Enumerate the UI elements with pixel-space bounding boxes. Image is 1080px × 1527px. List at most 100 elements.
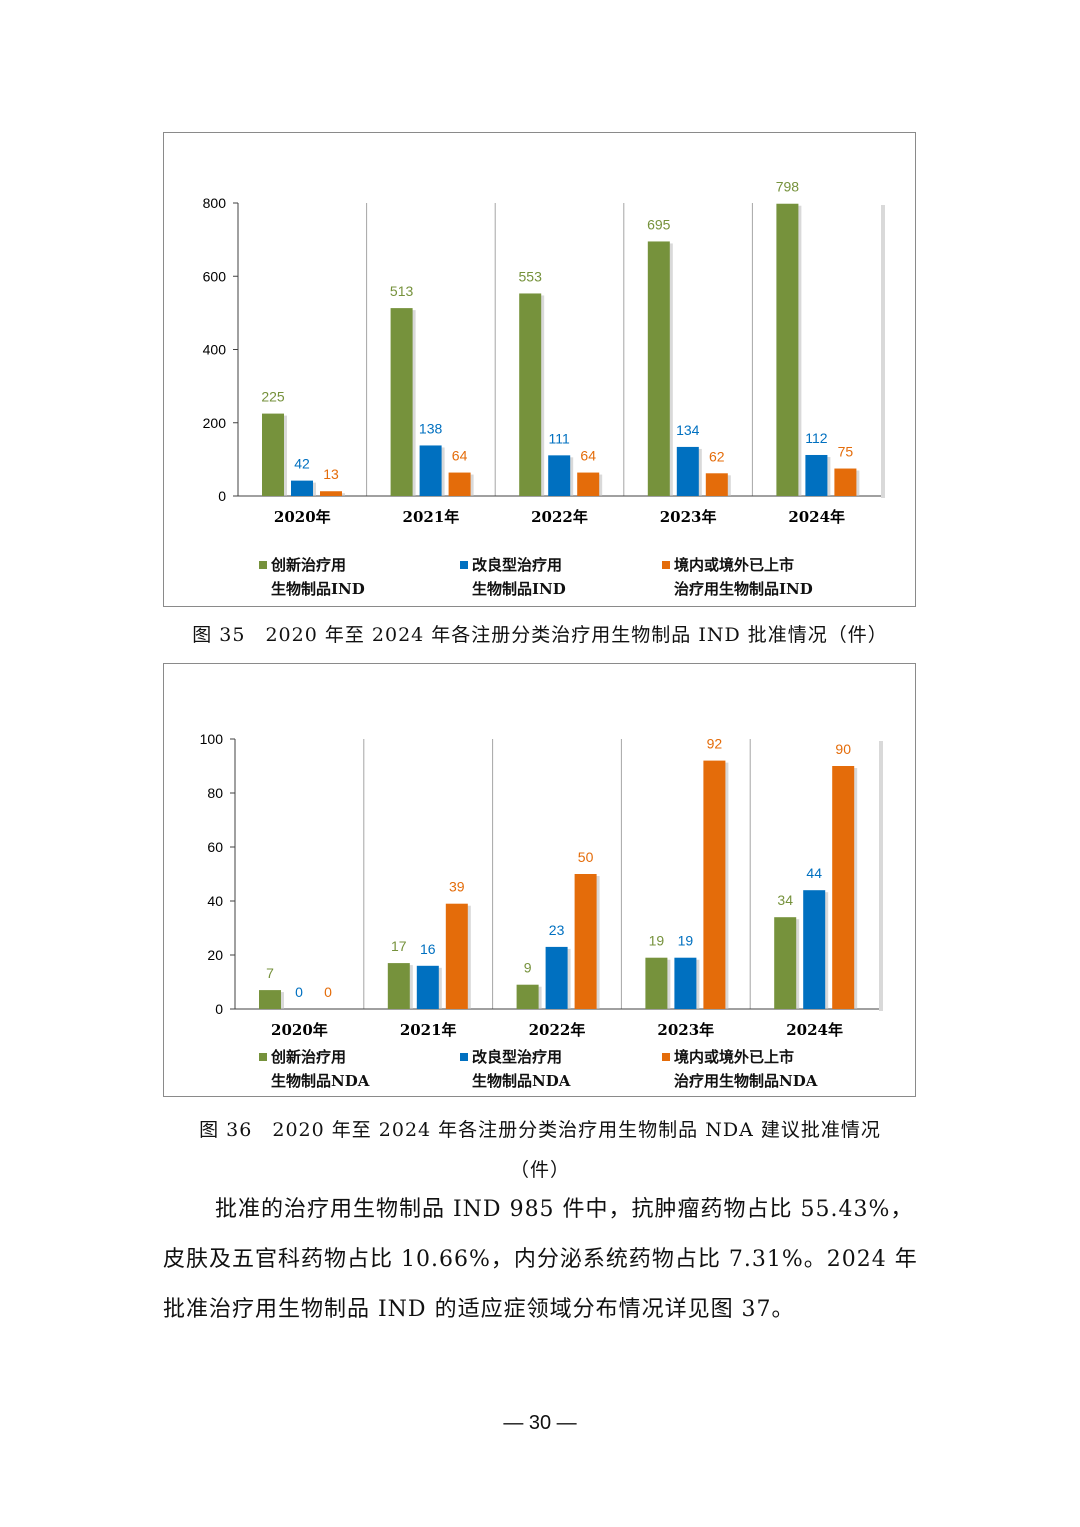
- legend-item: 境内或境外已上市治疗用生物制品NDA: [662, 1045, 817, 1093]
- figure-36-caption: 图 36 2020 年至 2024 年各注册分类治疗用生物制品 NDA 建议批准…: [199, 1119, 881, 1141]
- chart-ind-approvals: 0 200 400 600 800 225 42 13 2020年 513 138 64 2021年 55…: [163, 132, 916, 607]
- x-tick-label: 2020年: [274, 508, 331, 526]
- y-tick-label: 200: [203, 415, 227, 431]
- body-paragraph: 批准的治疗用生物制品 IND 985 件中，抗肿瘤药物占比 55.43%，皮肤及…: [163, 1197, 918, 1322]
- y-tick-label: 20: [207, 947, 223, 963]
- x-tick-label: 2021年: [400, 1021, 457, 1039]
- page-number: — 30 —: [503, 1412, 577, 1434]
- data-label: 0: [324, 984, 332, 1000]
- x-tick-label: 2024年: [786, 1021, 843, 1039]
- bar-1: [519, 293, 542, 496]
- data-label: 0: [295, 984, 303, 1000]
- y-tick-label: 400: [203, 342, 227, 358]
- data-label: 553: [519, 268, 543, 284]
- data-label: 138: [419, 420, 443, 436]
- legend-label: 治疗用生物制品NDA: [674, 1072, 818, 1090]
- x-tick-label: 2022年: [529, 1021, 586, 1039]
- data-label: 225: [261, 389, 285, 405]
- chart-nda-approvals: 0 20 40 60 80 100 7 0 0 2020年 17 16 39 2021年 9 23 50 2022…: [163, 663, 916, 1097]
- legend-label: 创新治疗用: [271, 1048, 347, 1066]
- bar-3: [445, 903, 468, 1009]
- legend-swatch: [460, 1053, 468, 1061]
- data-label: 134: [676, 422, 700, 438]
- bar-1: [387, 963, 410, 1009]
- data-label: 64: [452, 448, 468, 464]
- y-tick-label: 0: [215, 1001, 223, 1017]
- legend-label: 改良型治疗用: [472, 556, 563, 574]
- legend-item: 改良型治疗用 生物制品IND: [460, 553, 566, 601]
- chart-ind-plot: 0 200 400 600 800 225 42 13 2020年 513 138 64 2021年 55…: [203, 179, 885, 526]
- data-label: 62: [709, 448, 725, 464]
- legend-label: 创新治疗用: [271, 556, 347, 574]
- data-label: 34: [777, 892, 793, 908]
- legend-label: 生物制品NDA: [472, 1072, 571, 1090]
- bar-1: [776, 203, 799, 497]
- data-label: 17: [391, 938, 407, 954]
- y-tick-label: 100: [200, 731, 224, 747]
- legend-swatch: [259, 1053, 267, 1061]
- data-label: 50: [578, 849, 594, 865]
- y-tick-label: 600: [203, 268, 227, 284]
- x-tick-label: 2024年: [788, 508, 845, 526]
- bar-2: [803, 890, 826, 1009]
- data-label: 44: [806, 865, 822, 881]
- data-label: 90: [835, 741, 851, 757]
- bar-2: [676, 446, 699, 496]
- legend-swatch: [460, 561, 468, 569]
- data-label: 13: [323, 466, 339, 482]
- data-label: 64: [580, 448, 596, 464]
- bar-3: [834, 468, 857, 496]
- legend-swatch: [662, 561, 670, 569]
- data-label: 75: [838, 444, 854, 460]
- x-tick-label: 2021年: [403, 508, 460, 526]
- y-tick-label: 40: [207, 893, 223, 909]
- legend-label: 改良型治疗用: [472, 1048, 563, 1066]
- bar-1: [262, 413, 284, 496]
- chart-nda-plot: 0 20 40 60 80 100 7 0 0 2020年 17 16 39 2021年 9 23 50 2022…: [200, 731, 883, 1039]
- y-tick-label: 80: [207, 785, 223, 801]
- legend-label: 境内或境外已上市: [674, 556, 795, 574]
- data-label: 695: [647, 216, 671, 232]
- data-label: 16: [420, 941, 436, 957]
- legend-label: 治疗用生物制品IND: [674, 580, 813, 598]
- bar-2: [548, 455, 571, 496]
- figure-36-caption-unit: （件）: [509, 1159, 570, 1181]
- plot-shadow: [879, 741, 883, 1011]
- data-label: 92: [707, 736, 723, 752]
- bar-3: [320, 491, 342, 496]
- bar-3: [448, 472, 471, 496]
- x-tick-label: 2023年: [660, 508, 717, 526]
- bar-2: [419, 445, 442, 496]
- y-tick-label: 0: [218, 488, 226, 504]
- bar-3: [705, 473, 728, 496]
- data-label: 9: [524, 960, 532, 976]
- y-tick-label: 800: [203, 195, 227, 211]
- bar-3: [832, 766, 855, 1009]
- bar-1: [645, 957, 668, 1009]
- legend-item: 创新治疗用 生物制品NDA: [259, 1045, 369, 1093]
- bar-2: [291, 480, 313, 496]
- bar-1: [390, 308, 413, 496]
- x-tick-label: 2022年: [531, 508, 588, 526]
- data-label: 513: [390, 283, 414, 299]
- bar-3: [703, 760, 726, 1009]
- data-label: 19: [678, 933, 694, 949]
- figure-35-caption: 图 35 2020 年至 2024 年各注册分类治疗用生物制品 IND 批准情况…: [192, 624, 888, 646]
- bar-2: [805, 454, 828, 496]
- legend-item: 境内或境外已上市 治疗用生物制品IND: [662, 553, 813, 601]
- data-label: 39: [449, 879, 465, 895]
- legend-label: 境内或境外已上市: [674, 1048, 795, 1066]
- legend-swatch: [259, 561, 267, 569]
- plot-shadow: [881, 205, 885, 498]
- bar-3: [574, 874, 597, 1009]
- data-label: 112: [805, 430, 828, 446]
- bar-2: [416, 965, 439, 1009]
- y-tick-label: 60: [207, 839, 223, 855]
- x-tick-label: 2020年: [271, 1021, 328, 1039]
- data-label: 111: [549, 430, 570, 446]
- legend-item: 创新治疗用 生物制品IND: [259, 553, 365, 601]
- data-label: 798: [776, 179, 800, 195]
- bar-3: [577, 472, 600, 496]
- legend-swatch: [662, 1053, 670, 1061]
- legend-item: 改良型治疗用 生物制品NDA: [460, 1045, 570, 1093]
